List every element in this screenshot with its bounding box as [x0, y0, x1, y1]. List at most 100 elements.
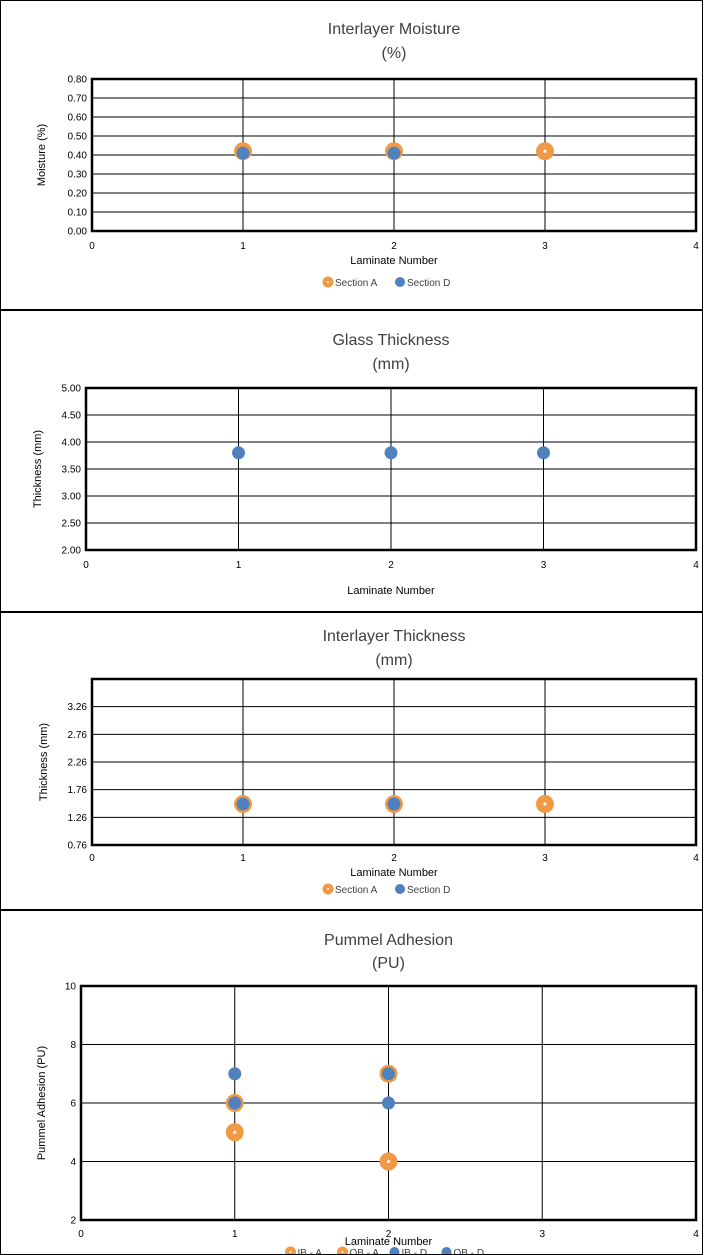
- interlayer-moisture-chart: Interlayer Moisture (%) 0.00 0.10 0.20 0.30 0.…: [0, 0, 703, 310]
- y-axis-label: Thickness (mm): [38, 723, 50, 801]
- legend-label: Section A: [335, 885, 378, 896]
- y-tick-label: 1.26: [68, 813, 88, 824]
- chart-title: Glass Thickness: [332, 332, 449, 349]
- y-tick-label: 0.20: [68, 189, 88, 200]
- y-tick-label: 0.00: [68, 227, 88, 238]
- data-point: [387, 797, 401, 811]
- y-tick-label: 2: [70, 1216, 76, 1227]
- x-tick-label: 4: [693, 853, 699, 864]
- x-tick-label: 4: [693, 560, 699, 571]
- legend-marker: [441, 1247, 452, 1254]
- y-tick-label: 1.76: [68, 785, 88, 796]
- x-tick-label: 3: [542, 853, 548, 864]
- x-axis-label: Laminate Number: [347, 585, 435, 597]
- legend-item: Section D: [395, 884, 450, 896]
- y-axis-label: Moisture (%): [36, 124, 48, 186]
- chart-subtitle: (PU): [372, 955, 405, 972]
- y-tick-label: 6: [70, 1099, 76, 1110]
- y-tick-label: 8: [70, 1040, 76, 1051]
- y-tick-label: 3.50: [62, 465, 82, 476]
- chart-svg: Pummel Adhesion (PU) 2 4 6 8 10 0 1 2 3 4 Laminate N…: [36, 932, 699, 1254]
- data-point: [232, 446, 245, 460]
- legend-marker: [389, 1247, 400, 1254]
- legend-label: OB - D: [454, 1248, 485, 1254]
- glass-thickness-chart: Glass Thickness (mm) 2.00 2.50 3.00 3.50 4.00 4…: [0, 310, 703, 612]
- data-point: [536, 795, 554, 814]
- y-tick-label: 0.80: [68, 75, 88, 86]
- y-tick-label: 2.00: [62, 546, 82, 557]
- pummel-adhesion-chart: Pummel Adhesion (PU) 2 4 6 8 10 0 1 2 3 4 Laminate N…: [0, 910, 703, 1255]
- y-tick-label: 0.76: [68, 841, 88, 852]
- data-point: [379, 1152, 398, 1171]
- chart-svg: Glass Thickness (mm) 2.00 2.50 3.00 3.50 4.00 4…: [32, 332, 699, 597]
- data-point: [382, 1067, 395, 1081]
- legend-label: Section D: [407, 278, 450, 289]
- data-point: [382, 1096, 395, 1110]
- x-tick-label: 4: [693, 1229, 699, 1240]
- data-point: [228, 1067, 242, 1081]
- x-tick-label: 1: [236, 560, 242, 571]
- y-tick-label: 0.70: [68, 94, 88, 105]
- legend-label: IB - A: [298, 1248, 323, 1254]
- plot-area: [84, 386, 698, 552]
- y-tick-label: 0.50: [68, 132, 88, 143]
- y-tick-label: 4: [70, 1157, 76, 1168]
- y-tick-label: 0.40: [68, 151, 88, 162]
- y-tick-label: 0.10: [68, 208, 88, 219]
- plot-area: [90, 77, 698, 233]
- legend-item: Section A: [322, 883, 378, 896]
- y-tick-label: 0.60: [68, 113, 88, 124]
- x-axis-label: Laminate Number: [350, 867, 438, 879]
- plot-area: [79, 984, 698, 1222]
- chart-subtitle: (mm): [372, 356, 409, 373]
- x-tick-label: 2: [391, 853, 397, 864]
- data-point: [384, 446, 398, 460]
- y-tick-label: 3.00: [62, 492, 82, 503]
- x-tick-label: 3: [539, 1229, 545, 1240]
- y-tick-label: 5.00: [62, 384, 82, 395]
- interlayer-thickness-chart: Interlayer Thickness (mm) 0.76 1.26 1.76 2.26…: [0, 612, 703, 910]
- x-tick-label: 0: [83, 560, 89, 571]
- data-point: [236, 797, 250, 811]
- legend-item: IB - A: [285, 1246, 323, 1254]
- legend-label: Section A: [335, 278, 378, 289]
- x-tick-label: 1: [240, 853, 246, 864]
- data-point: [236, 146, 250, 160]
- chart-svg: Interlayer Moisture (%) 0.00 0.10 0.20 0.30 0.…: [36, 21, 699, 289]
- legend-label: Section D: [407, 885, 450, 896]
- legend-item: IB - D: [389, 1247, 428, 1254]
- y-tick-label: 4.50: [62, 411, 82, 422]
- x-tick-label: 1: [240, 241, 246, 252]
- legend-item: Section D: [395, 277, 450, 289]
- legend-item: OB - D: [441, 1247, 485, 1254]
- x-tick-label: 2: [388, 560, 394, 571]
- y-axis-label: Pummel Adhesion (PU): [36, 1046, 48, 1160]
- chart-title: Pummel Adhesion: [324, 932, 453, 949]
- x-axis-label: Laminate Number: [350, 255, 438, 267]
- x-axis-label: Laminate Number: [345, 1236, 433, 1248]
- y-tick-label: 2.76: [68, 730, 88, 741]
- legend-marker: [337, 1246, 348, 1254]
- x-tick-label: 1: [232, 1229, 238, 1240]
- y-tick-label: 4.00: [62, 438, 82, 449]
- chart-title: Interlayer Thickness: [323, 628, 466, 645]
- y-axis-label: Thickness (mm): [32, 430, 44, 508]
- plot-area: [90, 677, 698, 847]
- legend-item: Section A: [322, 276, 378, 289]
- chart-svg: Interlayer Thickness (mm) 0.76 1.26 1.76 2.26…: [38, 628, 699, 896]
- x-tick-label: 2: [391, 241, 397, 252]
- y-tick-label: 10: [65, 982, 77, 993]
- legend-marker: [395, 277, 405, 287]
- y-tick-label: 3.26: [68, 702, 88, 713]
- data-point: [537, 446, 550, 460]
- x-tick-label: 2: [386, 1229, 392, 1240]
- legend-label: IB - D: [402, 1248, 428, 1254]
- y-tick-label: 2.50: [62, 519, 82, 530]
- x-tick-label: 0: [78, 1229, 84, 1240]
- data-point: [536, 142, 554, 161]
- chart-title: Interlayer Moisture: [328, 21, 461, 38]
- legend-label: OB - A: [350, 1248, 380, 1254]
- legend-marker: [285, 1246, 296, 1254]
- legend-marker: [395, 884, 405, 894]
- x-tick-label: 0: [89, 853, 95, 864]
